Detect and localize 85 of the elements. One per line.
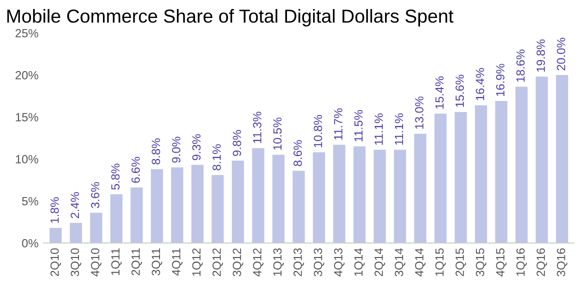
data-label: 2.4% xyxy=(70,192,80,218)
bar xyxy=(272,154,285,243)
bar xyxy=(50,228,62,243)
bar xyxy=(252,148,264,243)
data-label: 6.6% xyxy=(131,156,140,183)
x-tick-label: 2Q14 xyxy=(374,248,386,276)
bar xyxy=(536,76,548,243)
bar xyxy=(212,174,224,243)
x-tick-label: 2Q10 xyxy=(50,248,61,276)
data-label: 11.1% xyxy=(394,113,404,145)
data-label: 8.1% xyxy=(212,144,221,170)
data-label: 16.4% xyxy=(476,68,484,100)
data-label: 19.8% xyxy=(536,39,545,72)
bar xyxy=(191,164,204,243)
bar xyxy=(130,188,143,243)
x-tick-label: 3Q14 xyxy=(394,248,406,276)
data-label: 16.9% xyxy=(496,64,504,96)
data-label: 15.6% xyxy=(456,74,464,107)
chart-title: Mobile Commerce Share of Total Digital Dollars Spent xyxy=(7,9,454,26)
data-label: 9.0% xyxy=(172,136,180,163)
bar xyxy=(474,105,488,243)
data-label: 1.8% xyxy=(50,197,59,223)
x-tick-label: 3Q13 xyxy=(314,248,324,276)
data-label: 13.0% xyxy=(415,96,424,129)
x-tick-label: 1Q15 xyxy=(435,248,446,276)
x-tick-label: 3Q11 xyxy=(152,248,162,276)
data-label: 11.7% xyxy=(334,108,342,140)
y-tick-label: 25% xyxy=(16,29,38,38)
x-tick-label: 4Q10 xyxy=(90,248,102,276)
data-label: 11.5% xyxy=(354,110,363,142)
data-label: 9.8% xyxy=(232,130,242,156)
x-tick-label: 4Q12 xyxy=(253,248,264,276)
x-tick-label: 3Q12 xyxy=(232,248,244,276)
x-tick-label: 2Q11 xyxy=(131,248,142,276)
bar xyxy=(171,167,184,243)
x-tick-label: 1Q12 xyxy=(192,248,203,276)
bar xyxy=(394,150,406,243)
x-tick-label: 2Q13 xyxy=(294,248,304,276)
x-tick-label: 3Q15 xyxy=(476,248,486,276)
x-tick-label: 1Q16 xyxy=(516,248,527,276)
y-tick-label: 0% xyxy=(22,239,38,248)
bar xyxy=(110,194,122,243)
bar xyxy=(495,101,508,243)
bar xyxy=(70,222,82,243)
x-tick-label: 3Q10 xyxy=(70,248,82,276)
data-label: 15.4% xyxy=(435,76,444,109)
y-tick-label: 20% xyxy=(16,71,38,80)
x-tick-label: 1Q11 xyxy=(111,248,122,275)
bar xyxy=(292,170,305,243)
data-label: 9.3% xyxy=(192,134,201,160)
data-label: 11.3% xyxy=(253,112,262,144)
x-tick-label: 3Q16 xyxy=(556,248,568,276)
x-tick-label: 1Q14 xyxy=(354,248,365,276)
x-tick-label: 4Q11 xyxy=(172,248,182,276)
bar xyxy=(353,146,366,243)
x-tick-label: 2Q16 xyxy=(536,248,548,276)
y-tick-label: 15% xyxy=(16,113,38,122)
bar xyxy=(515,86,528,243)
bar xyxy=(374,150,386,243)
data-label: 8.6% xyxy=(294,140,302,166)
y-tick-label: 10% xyxy=(16,155,38,164)
y-tick-label: 5% xyxy=(22,197,38,206)
bar xyxy=(232,160,244,243)
bar xyxy=(333,144,346,243)
bar xyxy=(556,75,568,243)
data-label: 8.8% xyxy=(152,138,160,164)
data-label: 3.6% xyxy=(90,182,100,208)
bar xyxy=(454,112,467,243)
data-label: 10.8% xyxy=(314,115,322,148)
bar xyxy=(434,114,447,243)
bar xyxy=(414,134,426,243)
data-label: 11.1% xyxy=(374,113,383,145)
bar xyxy=(90,212,102,243)
data-label: 18.6% xyxy=(516,50,525,82)
x-tick-label: 1Q13 xyxy=(273,248,284,276)
data-label: 20.0% xyxy=(556,38,566,70)
data-label: 10.5% xyxy=(273,118,282,150)
x-tick-label: 4Q15 xyxy=(496,248,507,276)
bar xyxy=(312,152,326,243)
x-tick-label: 4Q14 xyxy=(415,248,426,276)
bar xyxy=(150,169,164,243)
data-label: 5.8% xyxy=(111,164,120,190)
x-tick-label: 2Q15 xyxy=(456,248,466,276)
x-tick-label: 4Q13 xyxy=(334,248,345,276)
x-tick-label: 2Q12 xyxy=(212,248,223,276)
